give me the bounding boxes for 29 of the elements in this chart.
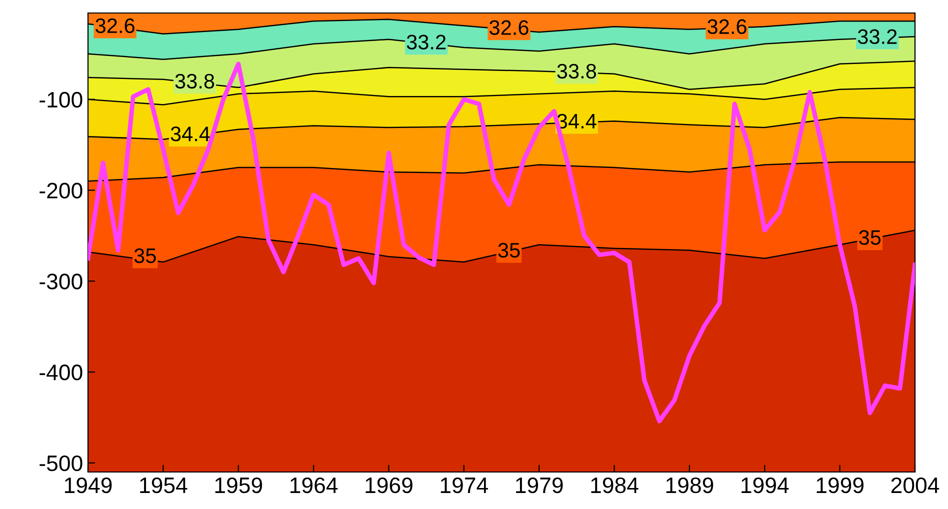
annotation: 34.4 — [170, 126, 210, 142]
x-tick-label: 1984 — [591, 477, 638, 494]
annotation: 35 — [498, 242, 520, 258]
x-tick-label: 1949 — [64, 477, 112, 494]
x-tick-label: 1979 — [516, 477, 563, 494]
annotation: 32.6 — [96, 18, 134, 34]
annotation: 32.6 — [490, 20, 528, 35]
x-tick-label: 1959 — [215, 477, 262, 494]
annotation: 35 — [134, 248, 156, 264]
line-series — [88, 62, 915, 424]
y-tick-label: -100 — [40, 92, 82, 108]
x-tick-label: 1969 — [366, 477, 412, 494]
annotation: 33.8 — [557, 64, 596, 79]
y-tick-label: -300 — [40, 274, 82, 290]
annotation: 33.2 — [406, 34, 446, 50]
x-tick-label: 1974 — [440, 477, 488, 494]
x-tick-label: 1994 — [742, 477, 789, 494]
annotation: 33.2 — [858, 29, 897, 44]
y-tick-label: -500 — [40, 455, 82, 472]
annotation: 32.6 — [708, 19, 746, 34]
x-tick-label: 1989 — [666, 477, 714, 494]
x-tick-label: 1954 — [140, 477, 188, 494]
annotation: 35 — [859, 230, 881, 245]
y-tick-label: -200 — [40, 182, 82, 199]
x-tick-label: 2004 — [891, 477, 940, 494]
x-tick-label: 1999 — [816, 477, 864, 494]
annotation: 33.8 — [175, 74, 214, 89]
x-tick-label: 1964 — [290, 477, 338, 494]
y-tick-label: -400 — [40, 364, 82, 380]
